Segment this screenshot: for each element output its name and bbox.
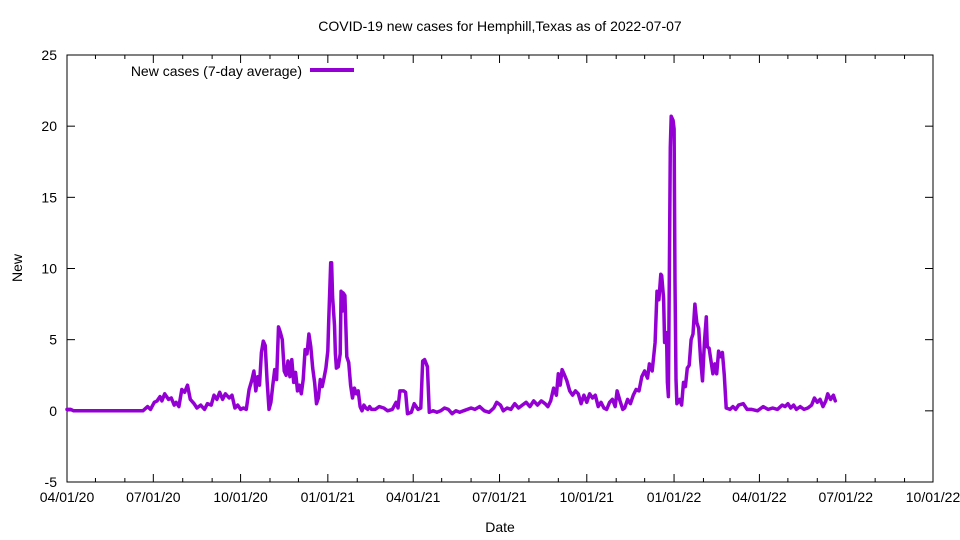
plot-area-border [66,54,934,483]
x-tick-label: 10/01/21 [560,489,615,505]
x-tick-label: 04/01/21 [386,489,441,505]
y-tick-label: 10 [41,261,57,277]
y-tick-label: 15 [41,189,57,205]
x-tick-label: 04/01/20 [40,489,95,505]
series-layer [65,114,838,416]
x-tick-label: 07/01/20 [126,489,181,505]
x-axis-label: Date [485,519,515,535]
legend-label: New cases (7-day average) [131,63,302,79]
y-axis: -5 0 5 10 15 20 25 [41,47,933,490]
y-tick-label: 5 [49,332,57,348]
x-tick-label: 01/01/21 [301,489,356,505]
x-axis: 04/01/20 07/01/20 10/01/20 01/01/21 04/01/21… [40,55,960,505]
x-tick-label: 07/01/21 [472,489,527,505]
y-tick-label: -5 [45,474,58,490]
series-line-0 [65,114,838,416]
y-tick-label: 20 [41,118,57,134]
x-tick-label: 07/01/22 [818,489,873,505]
chart-title: COVID-19 new cases for Hemphill,Texas as… [318,18,682,34]
x-tick-label: 10/01/20 [213,489,268,505]
y-tick-label: 0 [49,403,57,419]
y-tick-label: 25 [41,47,57,63]
legend: New cases (7-day average) [131,63,354,79]
x-tick-label: 10/01/22 [906,489,960,505]
y-axis-label: New [9,253,25,282]
x-tick-label: 01/01/22 [647,489,702,505]
x-tick-label: 04/01/22 [732,489,787,505]
